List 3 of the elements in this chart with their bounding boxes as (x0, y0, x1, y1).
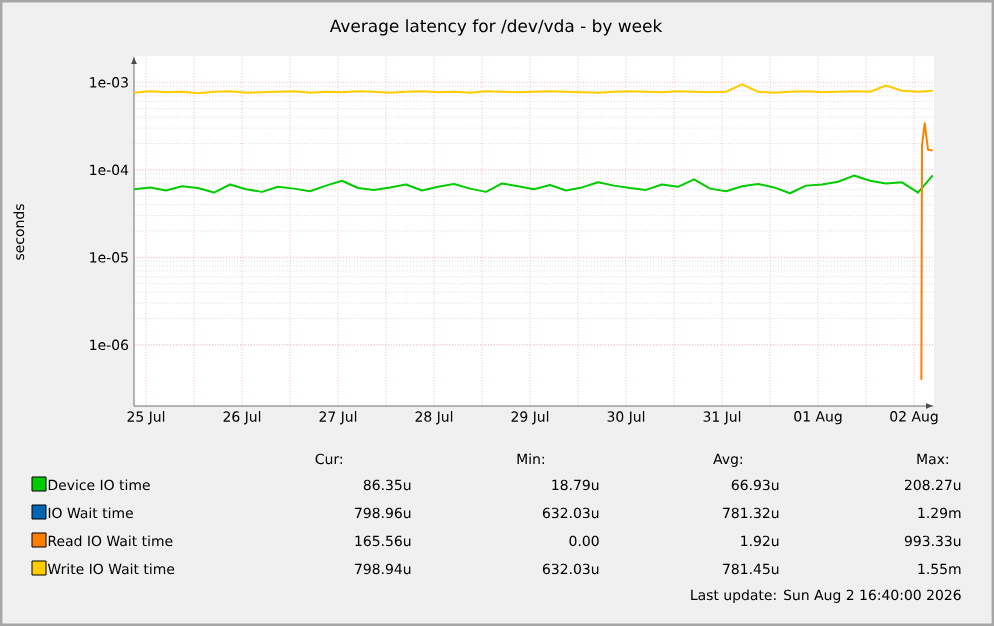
chart-title: Average latency for /dev/vda - by week (329, 19, 663, 36)
line-series (134, 174, 934, 195)
line-series (920, 122, 934, 381)
